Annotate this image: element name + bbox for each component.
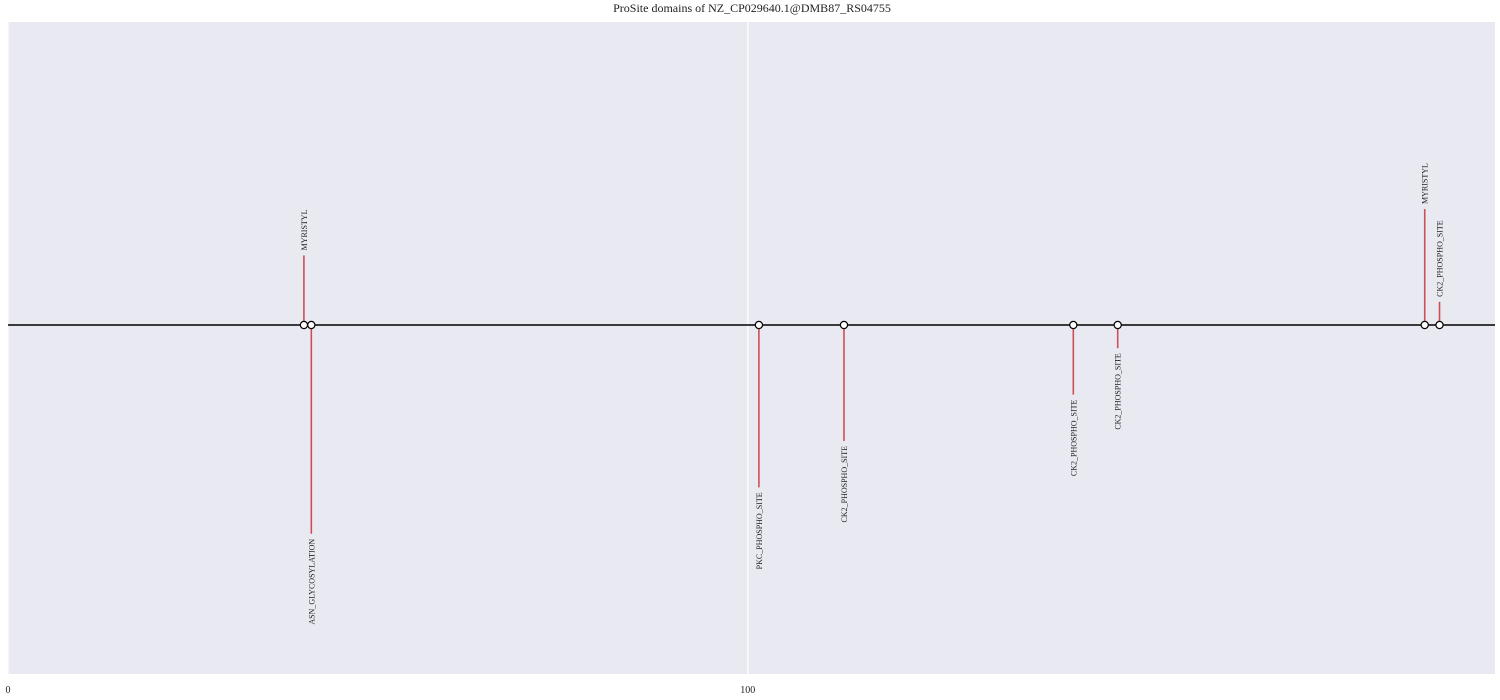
- site-stems: [303, 209, 1441, 534]
- chart-title: ProSite domains of NZ_CP029640.1@DMB87_R…: [613, 1, 891, 15]
- site-marker: [1420, 320, 1429, 330]
- site-marker: [754, 320, 764, 330]
- site-label: CK2_PHOSPHO_SITE: [1114, 353, 1123, 430]
- gridlines: [7, 22, 749, 674]
- site-label: CK2_PHOSPHO_SITE: [1436, 220, 1445, 297]
- site-label: CK2_PHOSPHO_SITE: [1069, 399, 1078, 476]
- site-marker: [307, 320, 316, 330]
- site-label: PKC_PHOSPHO_SITE: [755, 492, 764, 569]
- site-marker: [1069, 320, 1078, 330]
- site-marker: [1113, 320, 1122, 330]
- x-axis-ticks: 0 100: [6, 685, 756, 696]
- site-marker: [299, 320, 309, 330]
- x-tick-label: 0: [6, 685, 11, 696]
- site-label: CK2_PHOSPHO_SITE: [840, 446, 849, 523]
- site-marker: [1435, 320, 1444, 330]
- site-labels: MYRISTYL ASN_GLYCOSYLATION PKC_PHOSPHO_SIT…: [300, 163, 1445, 625]
- site-label: ASN_GLYCOSYLATION: [307, 539, 316, 625]
- site-markers: [299, 320, 1444, 330]
- x-tick-label: 100: [740, 685, 755, 696]
- site-label: MYRISTYL: [300, 209, 309, 250]
- site-label: MYRISTYL: [1421, 163, 1430, 204]
- plot-area: [8, 22, 1495, 674]
- site-marker: [839, 320, 849, 330]
